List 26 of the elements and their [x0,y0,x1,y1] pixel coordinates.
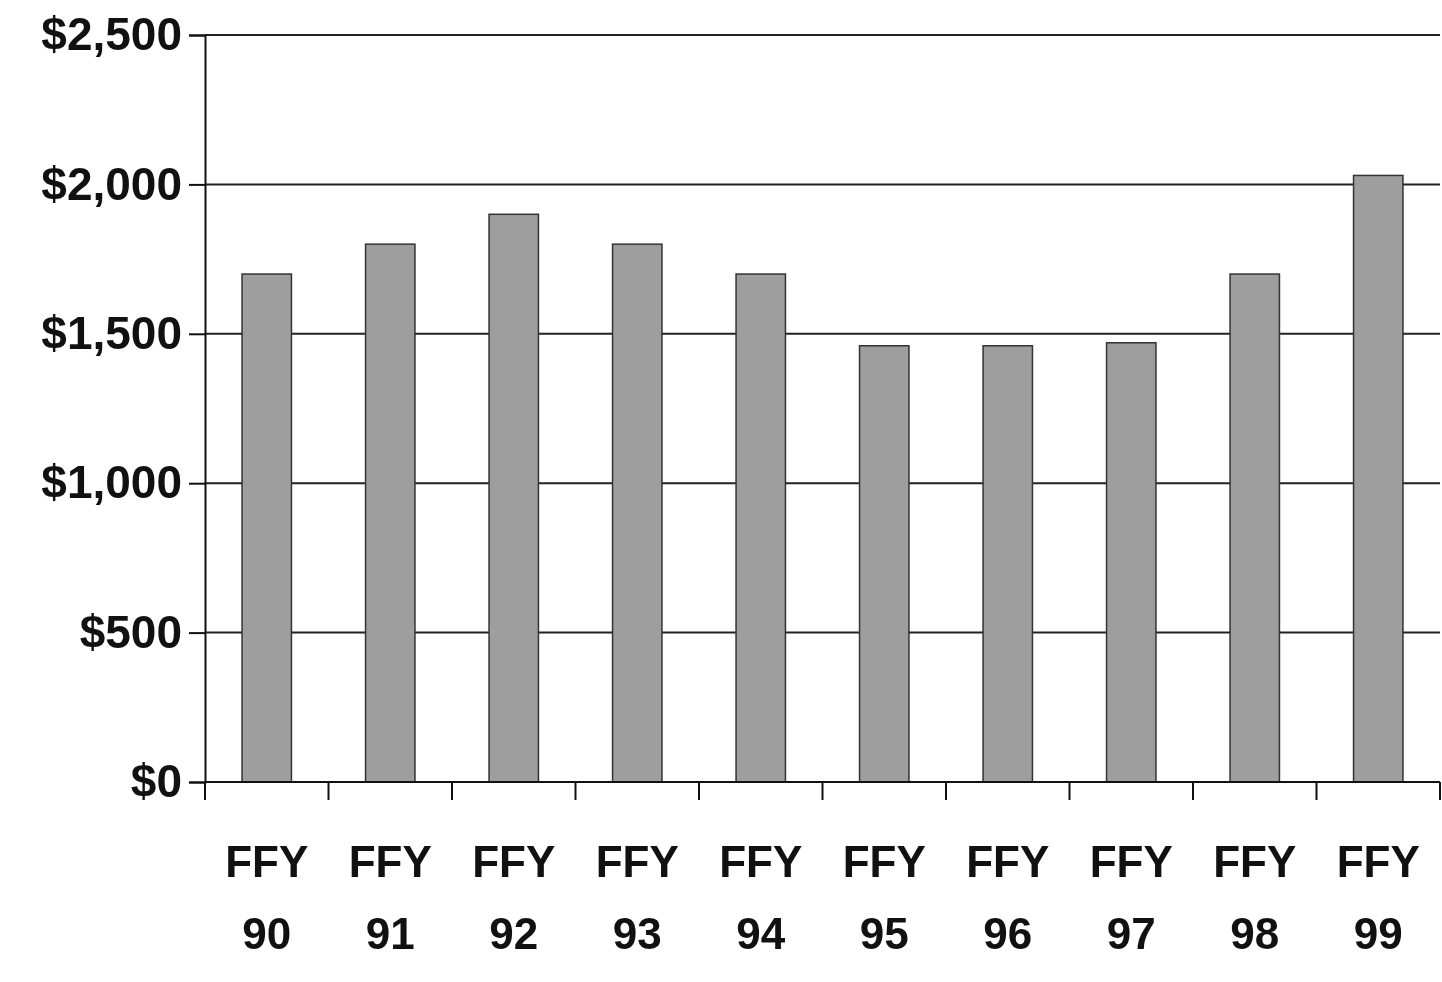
bar [1229,273,1281,783]
y-tick-label: $1,000 [41,456,182,509]
y-tick-label: $2,000 [41,157,182,210]
x-tick-label: FFY 98 [1213,837,1297,958]
x-tick-label: FFY 99 [1336,837,1420,958]
y-tick-label: $0 [130,755,182,808]
x-tick-label: FFY 97 [1089,837,1173,958]
x-tick-label: FFY 96 [966,837,1050,958]
bar [1105,342,1157,783]
bar [1352,174,1404,783]
x-tick-label: FFY 92 [472,837,556,958]
y-tick-label: $1,500 [41,307,182,360]
bar [982,345,1034,783]
bar [241,273,293,783]
bar [488,213,540,783]
x-tick-label: FFY 93 [595,837,679,958]
x-tick-label: FFY 94 [719,837,803,958]
y-tick-label: $2,500 [41,8,182,61]
x-tick-label: FFY 95 [842,837,926,958]
bar [611,243,663,783]
bar [858,345,910,783]
x-tick-label: FFY 91 [348,837,432,958]
bar [735,273,787,783]
bar [364,243,416,783]
y-tick-label: $500 [79,605,182,658]
x-tick-label: FFY 90 [225,837,309,958]
